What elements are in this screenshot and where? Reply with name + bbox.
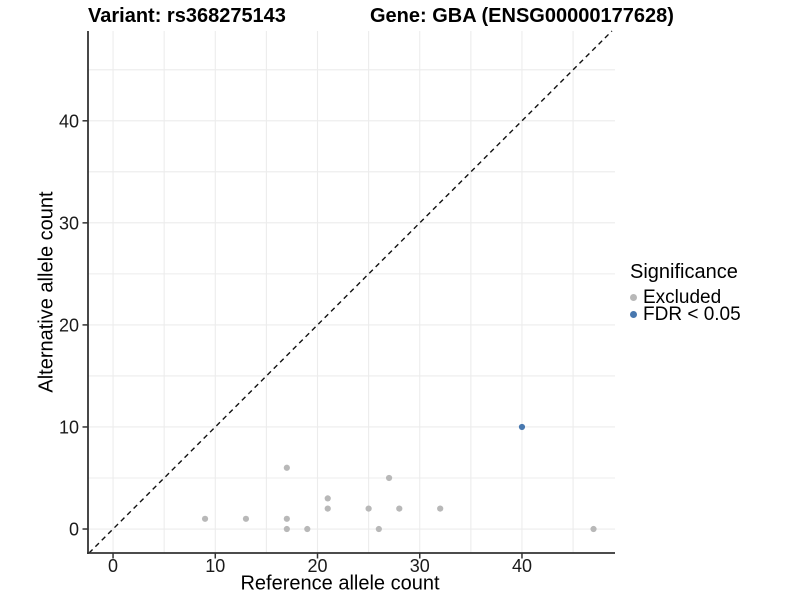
legend-item-label: Excluded [643,286,722,308]
y-tick-label: 20 [59,315,79,335]
y-tick-label: 10 [59,417,79,437]
x-tick-label: 20 [307,556,327,576]
x-axis-title: Reference allele count [240,572,440,595]
legend-item-label: FDR < 0.05 [643,303,741,325]
y-axis-title: Alternative allele count [35,191,58,393]
data-point-excluded [365,505,372,512]
data-point-fdr-0-05 [518,423,526,431]
identity-dashed-line [88,30,613,554]
legend-item-excluded: Excluded [630,286,741,308]
plot-title-gene: Gene: GBA (ENSG00000177628) [370,5,674,27]
x-tick-label: 0 [108,556,118,576]
data-point-excluded [385,474,393,482]
legend-title: Significance [630,261,738,283]
data-point-excluded [283,525,290,533]
x-tick-label: 30 [410,556,430,576]
excluded-swatch-icon [630,294,637,301]
y-tick-label: 30 [59,213,79,233]
data-point-excluded [242,515,250,522]
data-point-excluded [324,495,331,502]
data-point-excluded [396,505,403,512]
x-tick-label: 40 [512,556,532,576]
y-tick-label: 40 [59,111,79,131]
data-point-excluded [201,515,209,522]
data-point-excluded [283,464,290,471]
data-point-excluded [375,525,382,533]
data-point-excluded [437,505,444,512]
data-point-excluded [304,525,311,533]
legend-item-fdr: FDR < 0.05 [630,303,741,325]
fdr-swatch-icon [630,311,637,318]
y-tick-label: 0 [69,520,79,540]
data-point-excluded [324,505,331,512]
data-point-excluded [590,525,597,533]
plot-title-variant: Variant: rs368275143 [88,5,286,27]
x-tick-label: 10 [205,556,225,576]
data-point-excluded [283,515,290,522]
legend: Significance Excluded FDR < 0.05 [630,261,741,325]
